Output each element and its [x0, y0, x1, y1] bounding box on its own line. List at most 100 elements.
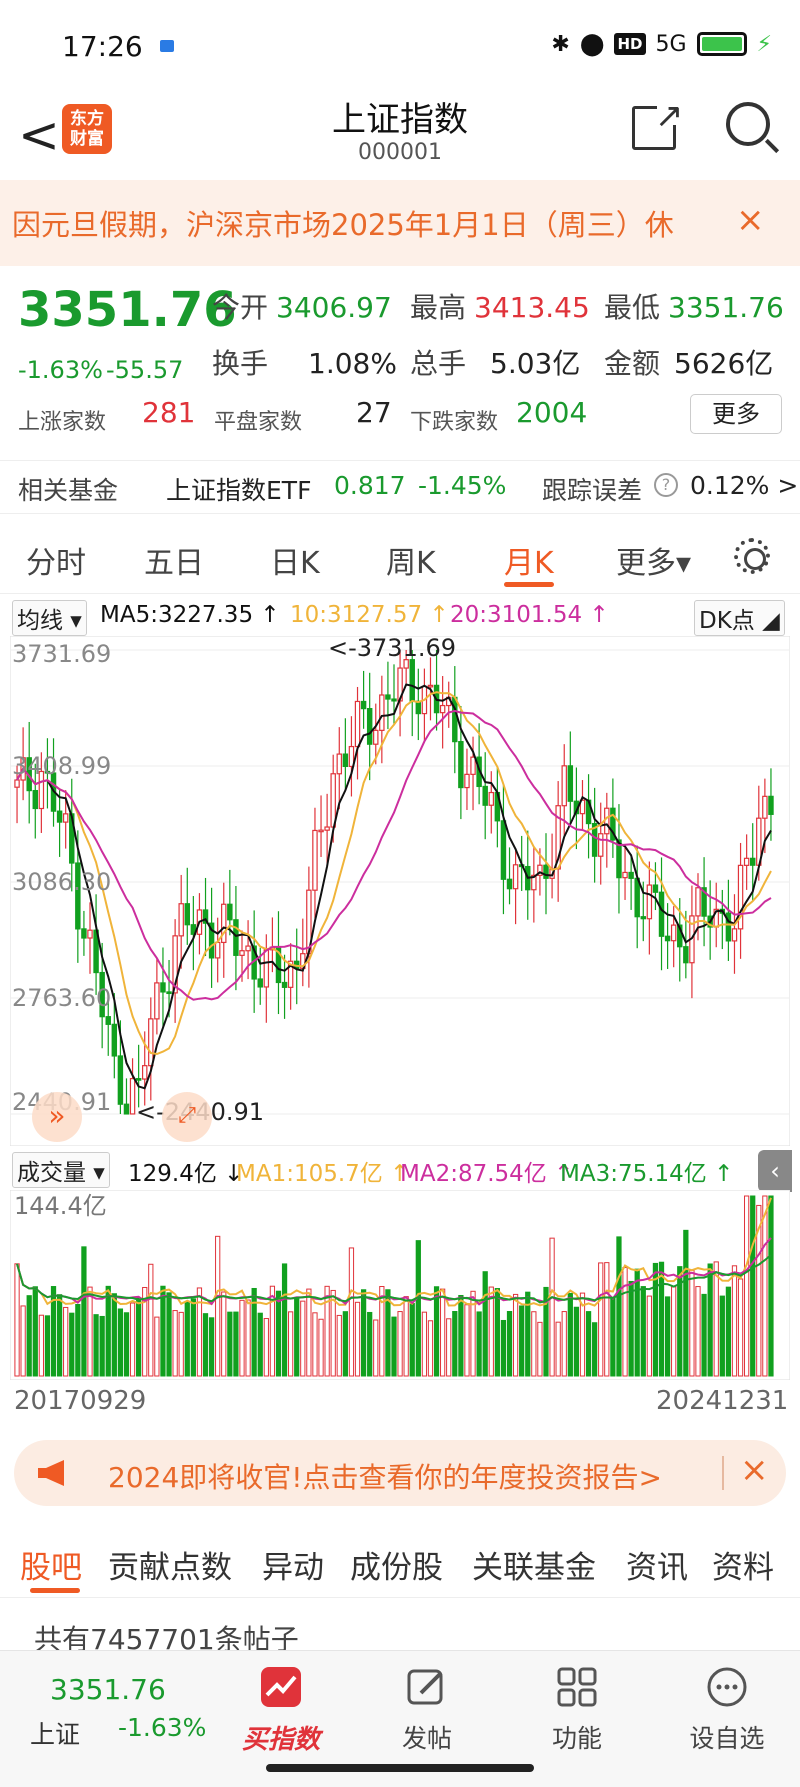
volume-bar: [324, 1285, 330, 1377]
search-icon[interactable]: [726, 102, 770, 146]
candle-body: [245, 945, 251, 952]
volume-bar: [81, 1246, 87, 1377]
candle-body: [409, 659, 415, 702]
volume-chart[interactable]: 144.4亿: [10, 1190, 790, 1380]
post-button[interactable]: 发帖: [372, 1665, 482, 1755]
candle-body: [537, 864, 543, 876]
back-icon[interactable]: <: [18, 106, 60, 164]
candle-body: [281, 981, 288, 988]
active-tab-indicator: [504, 582, 554, 587]
volume-bar: [500, 1319, 507, 1377]
close-icon[interactable]: ×: [740, 1450, 769, 1490]
high-field: 最高 3413.45: [410, 286, 590, 326]
volume-bar: [263, 1318, 269, 1377]
expand-arrows-icon[interactable]: »: [32, 1092, 82, 1142]
vol-ma3: MA3:75.14亿 ↑: [560, 1161, 734, 1187]
tab-movement[interactable]: 异动: [262, 1550, 324, 1586]
volume-bar: [75, 1303, 81, 1377]
candle-body: [512, 864, 519, 890]
candle-body: [178, 903, 184, 937]
volume-field: 总手 5.03亿: [410, 342, 580, 382]
gear-icon[interactable]: [734, 538, 770, 574]
volume-bar: [719, 1295, 725, 1377]
page-title: 上证指数: [332, 100, 468, 140]
volume-bar: [658, 1261, 665, 1377]
candle-body: [506, 878, 513, 890]
candle-body: [622, 871, 628, 879]
tab-more[interactable]: 更多▾: [616, 546, 692, 581]
dk-point-button[interactable]: DK点 ◢: [694, 600, 785, 636]
functions-button[interactable]: 功能: [522, 1665, 632, 1755]
volume-bar: [750, 1195, 756, 1377]
bottom-index-name[interactable]: 上证: [30, 1720, 81, 1749]
volume-bar: [38, 1314, 44, 1377]
volume-bar: [178, 1311, 184, 1377]
annual-report-banner[interactable]: 2024即将收官!点击查看你的年度投资报告> ×: [14, 1440, 786, 1506]
volume-bar: [409, 1303, 415, 1377]
fullscreen-icon[interactable]: ⤢: [162, 1092, 212, 1142]
bottom-price[interactable]: 3351.76: [50, 1673, 166, 1706]
close-icon[interactable]: ×: [736, 200, 765, 240]
related-fund-row[interactable]: 相关基金 上证指数ETF 0.817 -1.45% 跟踪误差 ? 0.12% >: [0, 460, 800, 514]
bottom-percent[interactable]: -1.63%: [118, 1713, 207, 1742]
volume-bar: [458, 1294, 464, 1377]
candle-body: [81, 928, 87, 939]
volume-max-label: 144.4亿: [14, 1192, 107, 1220]
volume-bar: [585, 1311, 592, 1377]
start-date: 20170929: [14, 1386, 147, 1416]
open-field: 今开 3406.97: [212, 286, 392, 326]
down-count-label: 下跌家数: [410, 410, 499, 435]
tab-five-day[interactable]: 五日: [144, 546, 204, 581]
more-button[interactable]: 更多: [690, 394, 782, 434]
fund-percent: -1.45%: [418, 471, 507, 500]
fund-label: 相关基金: [18, 476, 119, 505]
tab-monthly-k[interactable]: 月K: [504, 546, 554, 581]
high-label: 最高: [410, 291, 467, 324]
volume-bar: [604, 1262, 610, 1377]
volume-bar: [634, 1268, 640, 1377]
candle-body: [354, 700, 361, 748]
turnover-label: 换手: [212, 347, 269, 380]
ma20-value: 20:3101.54 ↑: [450, 602, 609, 628]
down-count: 2004: [516, 396, 588, 429]
volume-bar: [288, 1311, 294, 1377]
add-watchlist-button[interactable]: 设自选: [672, 1665, 782, 1755]
tab-constituents[interactable]: 成份股: [350, 1550, 443, 1586]
buy-index-label: 买指数: [241, 1725, 320, 1755]
ma-selector[interactable]: 均线 ▾: [12, 600, 87, 636]
candle-body: [14, 779, 20, 788]
candle-body: [391, 698, 397, 702]
y-tick-label: 2763.60: [12, 984, 111, 1012]
candle-body: [221, 903, 227, 944]
tab-contribution[interactable]: 贡献点数: [108, 1550, 232, 1586]
volume-bar: [677, 1266, 683, 1377]
candle-body: [312, 829, 318, 891]
tab-profile[interactable]: 资料: [712, 1550, 774, 1586]
tab-guba[interactable]: 股吧: [20, 1550, 82, 1586]
candle-body: [32, 789, 39, 810]
tab-intraday[interactable]: 分时: [26, 546, 86, 581]
collapse-panel-icon[interactable]: ‹: [758, 1150, 792, 1192]
volume-bar: [56, 1294, 63, 1377]
candle-body: [579, 799, 586, 815]
volume-selector[interactable]: 成交量 ▾: [12, 1152, 110, 1188]
volume-bar: [628, 1280, 634, 1377]
share-arrow-icon[interactable]: ↗: [655, 96, 684, 136]
more-dots-icon: [705, 1665, 749, 1709]
candlestick-chart[interactable]: 3731.693408.993086.302763.602440.91<-373…: [10, 636, 790, 1146]
share-icon[interactable]: [632, 103, 679, 150]
candle-body: [464, 773, 470, 789]
candle-body: [379, 694, 385, 731]
tab-daily-k[interactable]: 日K: [270, 546, 320, 581]
buy-index-button[interactable]: 买指数: [226, 1665, 336, 1756]
help-icon[interactable]: ?: [654, 473, 678, 497]
volume-bar: [610, 1297, 616, 1377]
tab-weekly-k[interactable]: 周K: [386, 546, 436, 581]
candle-body: [38, 770, 45, 810]
tab-news[interactable]: 资讯: [626, 1550, 688, 1586]
volume-selector-label: 成交量: [17, 1160, 86, 1186]
app-header: < 东方财富 上证指数 000001 ↗: [0, 92, 800, 178]
tab-related-funds[interactable]: 关联基金: [472, 1550, 596, 1586]
holiday-notice[interactable]: 因元旦假期，沪深京市场2025年1月1日（周三）休 ×: [0, 180, 800, 266]
active-subtab-indicator: [30, 1588, 80, 1593]
